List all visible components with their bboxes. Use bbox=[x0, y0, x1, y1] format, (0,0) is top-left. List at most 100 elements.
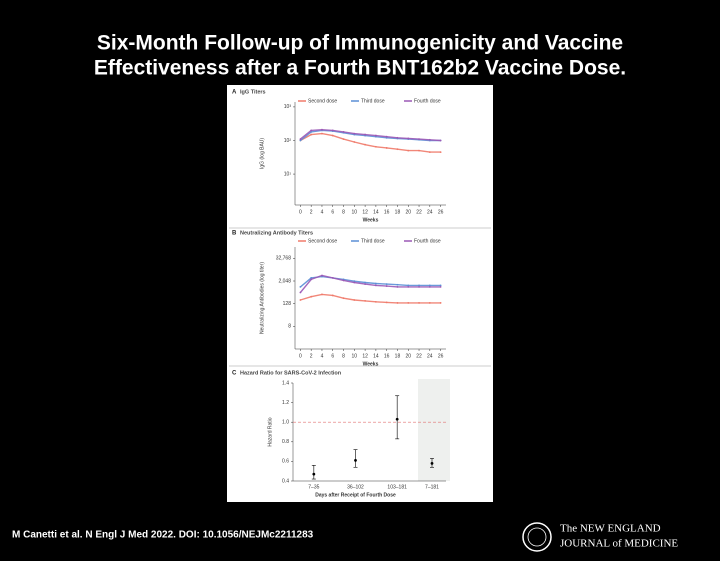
y-tick-label: 128 bbox=[283, 301, 292, 307]
nejm-logo: The NEW ENGLAND JOURNAL of MEDICINE bbox=[522, 522, 678, 552]
x-tick-label: 12 bbox=[362, 209, 368, 215]
x-tick-label: 8 bbox=[342, 353, 345, 359]
y-tick-label: 2,048 bbox=[278, 278, 291, 284]
x-tick-label: 18 bbox=[395, 353, 401, 359]
x-tick-label: 0 bbox=[299, 209, 302, 215]
point-estimate bbox=[395, 417, 399, 421]
x-tick-label: 0 bbox=[299, 353, 302, 359]
panel-letter: C bbox=[232, 371, 237, 377]
data-point bbox=[321, 128, 323, 131]
x-tick-label: 2 bbox=[310, 209, 313, 215]
data-point bbox=[353, 280, 356, 283]
x-tick-label: 10 bbox=[352, 353, 358, 359]
data-point bbox=[299, 138, 302, 141]
data-point bbox=[353, 299, 356, 301]
data-point bbox=[310, 129, 313, 132]
data-point bbox=[331, 294, 334, 297]
data-point bbox=[321, 274, 323, 277]
x-tick-label: 24 bbox=[427, 353, 433, 359]
x-tick-label: 7–35 bbox=[308, 484, 319, 490]
data-point bbox=[385, 285, 388, 287]
x-tick-label: 36–102 bbox=[347, 484, 364, 490]
data-point bbox=[407, 284, 410, 287]
point-estimate bbox=[354, 459, 357, 462]
data-point bbox=[310, 276, 313, 279]
panel-title: Neutralizing Antibody Titers bbox=[240, 230, 313, 236]
data-point bbox=[364, 143, 367, 146]
x-tick-label: 7–181 bbox=[425, 484, 439, 490]
data-point bbox=[342, 138, 345, 141]
data-point bbox=[299, 299, 302, 301]
data-point bbox=[418, 138, 420, 141]
data-point bbox=[310, 133, 313, 136]
data-point bbox=[428, 151, 431, 154]
x-tick-label: 14 bbox=[373, 353, 379, 359]
data-point bbox=[428, 138, 431, 141]
x-tick-label: 10 bbox=[352, 209, 358, 215]
data-point bbox=[299, 139, 302, 142]
x-tick-label: 4 bbox=[321, 209, 324, 215]
data-point bbox=[353, 281, 356, 284]
y-tick-label: 0.8 bbox=[282, 439, 289, 445]
x-tick-label: 26 bbox=[438, 353, 444, 359]
data-point bbox=[439, 285, 442, 288]
shaded-region bbox=[418, 379, 450, 481]
x-tick-label: 12 bbox=[362, 353, 368, 359]
y-tick-label: 1.2 bbox=[282, 400, 289, 406]
panel-title: Hazard Ratio for SARS-CoV-2 Infection bbox=[240, 370, 342, 376]
data-point bbox=[439, 151, 442, 154]
data-point bbox=[385, 283, 388, 286]
x-tick-label: 20 bbox=[405, 209, 411, 215]
data-point bbox=[364, 299, 367, 302]
data-point bbox=[342, 279, 345, 282]
data-point bbox=[418, 302, 420, 304]
series-line bbox=[299, 275, 441, 288]
data-point bbox=[428, 302, 431, 304]
y-axis-label: Hazard Ratio bbox=[267, 417, 273, 446]
y-tick-label: 8 bbox=[288, 324, 291, 330]
data-point bbox=[396, 148, 399, 151]
data-point bbox=[428, 285, 431, 288]
legend-label: Fourth dose bbox=[414, 98, 441, 104]
y-axis-label: IgG (log BAU) bbox=[259, 138, 265, 169]
data-point bbox=[299, 285, 302, 288]
x-tick-label: 22 bbox=[416, 353, 422, 359]
x-tick-label: 6 bbox=[331, 353, 334, 359]
logo-text: The NEW ENGLAND bbox=[560, 523, 661, 535]
data-point bbox=[364, 283, 367, 286]
series-line bbox=[300, 293, 441, 304]
data-point bbox=[407, 285, 410, 288]
data-point bbox=[374, 145, 377, 148]
y-tick-label: 0.4 bbox=[282, 478, 289, 484]
data-point bbox=[364, 281, 367, 284]
data-point bbox=[310, 278, 313, 281]
data-point bbox=[342, 297, 345, 300]
x-tick-label: 14 bbox=[373, 209, 379, 215]
x-tick-label: 4 bbox=[321, 353, 324, 359]
y-tick-label: 10² bbox=[284, 138, 292, 144]
data-point bbox=[310, 295, 313, 298]
y-tick-label: 1.0 bbox=[282, 420, 289, 426]
point-estimate bbox=[430, 461, 434, 465]
x-tick-label: 24 bbox=[427, 209, 433, 215]
data-point bbox=[374, 284, 377, 287]
x-axis-label: Weeks bbox=[363, 361, 379, 367]
data-point bbox=[364, 133, 367, 136]
data-point bbox=[374, 134, 377, 137]
x-tick-label: 18 bbox=[395, 209, 401, 215]
point-estimate bbox=[312, 472, 316, 476]
data-point bbox=[439, 284, 442, 287]
panel-letter: B bbox=[232, 231, 237, 237]
x-tick-label: 20 bbox=[405, 353, 411, 359]
data-point bbox=[428, 284, 431, 287]
data-point bbox=[321, 293, 323, 296]
legend-label: Fourth dose bbox=[414, 238, 441, 244]
x-tick-label: 8 bbox=[342, 209, 345, 215]
logo-seal-inner bbox=[527, 527, 547, 547]
data-point bbox=[385, 147, 388, 149]
slide-title: Six-Month Follow-up of Immunogenicity an… bbox=[97, 32, 623, 55]
y-axis-label: Neutralizing Antibodies (log titer) bbox=[259, 262, 265, 334]
data-point bbox=[418, 285, 420, 288]
